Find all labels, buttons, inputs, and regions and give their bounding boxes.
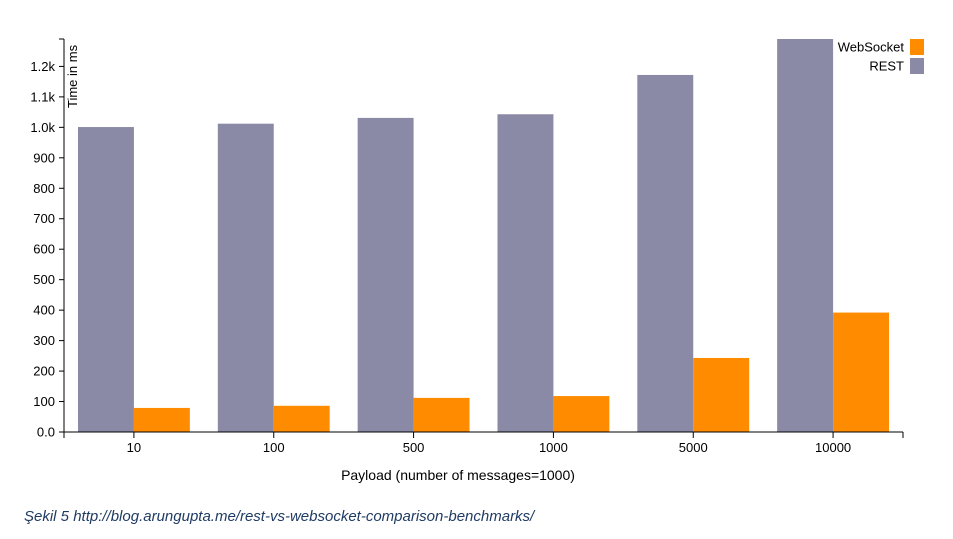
y-tick-label: 300 <box>33 333 55 348</box>
y-tick-label: 800 <box>33 181 55 196</box>
y-tick-label: 200 <box>33 364 55 379</box>
legend-label-rest: REST <box>869 59 904 74</box>
bar-websocket-5000 <box>693 357 750 432</box>
plot-area <box>77 39 890 432</box>
x-tick-label: 10000 <box>815 440 851 455</box>
bar-websocket-500 <box>413 397 470 432</box>
legend: WebSocket REST <box>838 39 924 74</box>
y-tick-label: 900 <box>33 150 55 165</box>
y-tick-label: 0.0 <box>37 425 55 440</box>
bar-websocket-10 <box>133 407 190 432</box>
legend-swatch-websocket <box>910 39 924 55</box>
y-tick-label: 1.1k <box>30 89 55 104</box>
y-tick-label: 500 <box>33 272 55 287</box>
x-tick-label: 100 <box>263 440 285 455</box>
y-tick-label: 600 <box>33 242 55 257</box>
y-tick-label: 100 <box>33 394 55 409</box>
bar-rest-5000 <box>637 74 694 432</box>
bar-rest-500 <box>357 117 414 432</box>
x-tick-label: 1000 <box>539 440 568 455</box>
y-tick-label: 1.2k <box>30 59 55 74</box>
bar-rest-10 <box>77 127 134 432</box>
bar-websocket-100 <box>273 405 330 432</box>
figure-caption: Şekil 5 http://blog.arungupta.me/rest-vs… <box>24 508 535 525</box>
y-tick-label: 1.0k <box>30 120 55 135</box>
bar-websocket-10000 <box>833 312 890 432</box>
bar-websocket-1000 <box>553 396 610 432</box>
legend-label-websocket: WebSocket <box>838 40 905 55</box>
y-axis: 0.0 100 200 300 400 500 600 700 800 900 1.0k 1.1k 1.… <box>30 38 65 440</box>
bar-rest-1000 <box>497 114 554 432</box>
x-tick-label: 10 <box>127 440 141 455</box>
y-axis-label: Time in ms <box>65 44 80 108</box>
legend-swatch-rest <box>910 58 924 74</box>
y-tick-label: 700 <box>33 211 55 226</box>
bar-rest-100 <box>217 123 274 432</box>
x-tick-label: 5000 <box>679 440 708 455</box>
x-tick-label: 500 <box>403 440 425 455</box>
x-axis-label: Payload (number of messages=1000) <box>341 467 575 483</box>
y-tick-label: 400 <box>33 303 55 318</box>
bar-rest-10000 <box>777 39 834 432</box>
x-axis: 10 100 500 1000 5000 10000 <box>63 431 904 455</box>
